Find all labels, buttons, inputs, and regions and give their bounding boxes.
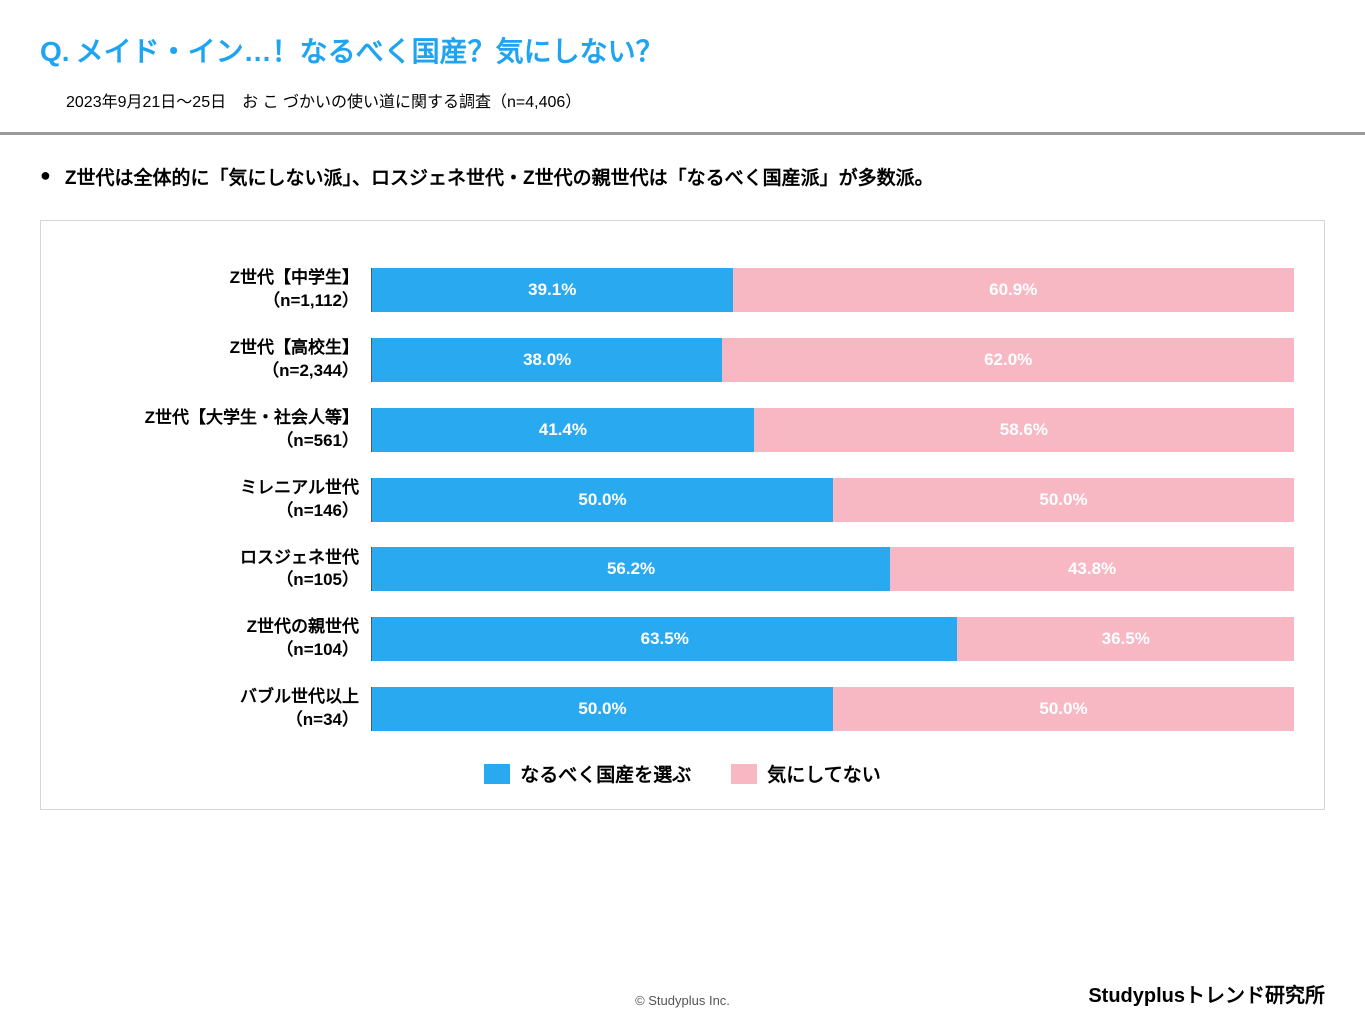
bar-row: Z世代【高校生】 （n=2,344） 38.0%62.0% <box>71 337 1294 383</box>
bar-segment-dontcare: 50.0% <box>833 687 1294 731</box>
legend-swatch <box>484 764 510 784</box>
row-label: ミレニアル世代 （n=146） <box>71 477 371 523</box>
row-label-main: Z世代の親世代 <box>247 617 359 636</box>
bar-track: 50.0%50.0% <box>371 687 1294 731</box>
bar-segment-dontcare: 43.8% <box>890 547 1294 591</box>
bar-row: Z世代【大学生・社会人等】 （n=561） 41.4%58.6% <box>71 407 1294 453</box>
row-label: ロスジェネ世代 （n=105） <box>71 547 371 593</box>
bar-track: 39.1%60.9% <box>371 268 1294 312</box>
row-label-main: Z世代【高校生】 <box>230 338 359 357</box>
legend-item: 気にしてない <box>731 760 880 787</box>
bar-segment-domestic: 50.0% <box>372 687 833 731</box>
bullet-icon: ● <box>40 163 51 188</box>
bar-track: 41.4%58.6% <box>371 408 1294 452</box>
question-title: Q.メイド・イン…！なるべく国産？気にしない？ <box>40 30 1325 70</box>
bar-segment-dontcare: 62.0% <box>722 338 1294 382</box>
bar-segment-domestic: 63.5% <box>372 617 957 661</box>
row-label-sub: （n=104） <box>71 639 359 662</box>
legend-swatch <box>731 764 757 784</box>
row-label-sub: （n=146） <box>71 500 359 523</box>
bar-row: ロスジェネ世代 （n=105） 56.2%43.8% <box>71 547 1294 593</box>
legend-label: なるべく国産を選ぶ <box>520 760 691 787</box>
row-label: Z世代の親世代 （n=104） <box>71 616 371 662</box>
bar-segment-dontcare: 36.5% <box>957 617 1294 661</box>
bar-row: Z世代【中学生】 （n=1,112） 39.1%60.9% <box>71 267 1294 313</box>
summary-text: Z世代は全体的に「気にしない派」、ロスジェネ世代・Z世代の親世代は「なるべく国産… <box>65 163 934 190</box>
row-label-sub: （n=2,344） <box>71 360 359 383</box>
chart-legend: なるべく国産を選ぶ 気にしてない <box>71 760 1294 787</box>
bar-row: ミレニアル世代 （n=146） 50.0%50.0% <box>71 477 1294 523</box>
row-label-sub: （n=105） <box>71 569 359 592</box>
footer: © Studyplus Inc. Studyplusトレンド研究所 <box>0 979 1365 1008</box>
bar-row: Z世代の親世代 （n=104） 63.5%36.5% <box>71 616 1294 662</box>
row-label: Z世代【高校生】 （n=2,344） <box>71 337 371 383</box>
survey-meta: 2023年9月21日〜25日 お こ づかいの使い道に関する調査（n=4,406… <box>66 88 1325 112</box>
bar-segment-domestic: 41.4% <box>372 408 754 452</box>
row-label: バブル世代以上 （n=34） <box>71 686 371 732</box>
row-label: Z世代【中学生】 （n=1,112） <box>71 267 371 313</box>
chart-container: Z世代【中学生】 （n=1,112） 39.1%60.9% Z世代【高校生】 （n=2,… <box>40 220 1325 810</box>
bar-row: バブル世代以上 （n=34） 50.0%50.0% <box>71 686 1294 732</box>
legend-label: 気にしてない <box>767 760 880 787</box>
title-text: メイド・イン…！なるべく国産？気にしない？ <box>76 36 664 67</box>
row-label-sub: （n=561） <box>71 430 359 453</box>
row-label-main: ロスジェネ世代 <box>240 548 359 567</box>
row-label-main: Z世代【中学生】 <box>230 268 359 287</box>
bar-segment-dontcare: 58.6% <box>754 408 1294 452</box>
row-label: Z世代【大学生・社会人等】 （n=561） <box>71 407 371 453</box>
legend-item: なるべく国産を選ぶ <box>484 760 691 787</box>
bar-segment-domestic: 50.0% <box>372 478 833 522</box>
bar-track: 56.2%43.8% <box>371 547 1294 591</box>
bar-track: 50.0%50.0% <box>371 478 1294 522</box>
bar-segment-domestic: 56.2% <box>372 547 890 591</box>
chart-rows: Z世代【中学生】 （n=1,112） 39.1%60.9% Z世代【高校生】 （n=2,… <box>71 267 1294 732</box>
row-label-main: ミレニアル世代 <box>240 478 359 497</box>
bar-segment-dontcare: 50.0% <box>833 478 1294 522</box>
row-label-main: Z世代【大学生・社会人等】 <box>145 408 359 427</box>
bar-segment-dontcare: 60.9% <box>733 268 1294 312</box>
summary-bullet-row: ● Z世代は全体的に「気にしない派」、ロスジェネ世代・Z世代の親世代は「なるべく… <box>0 135 1365 200</box>
bar-track: 38.0%62.0% <box>371 338 1294 382</box>
bar-segment-domestic: 38.0% <box>372 338 722 382</box>
row-label-main: バブル世代以上 <box>240 687 359 706</box>
bar-segment-domestic: 39.1% <box>372 268 733 312</box>
header: Q.メイド・イン…！なるべく国産？気にしない？ 2023年9月21日〜25日 お… <box>0 0 1365 132</box>
row-label-sub: （n=1,112） <box>71 290 359 313</box>
brand-label: Studyplusトレンド研究所 <box>1088 979 1325 1008</box>
q-prefix: Q. <box>40 36 70 67</box>
bar-track: 63.5%36.5% <box>371 617 1294 661</box>
row-label-sub: （n=34） <box>71 709 359 732</box>
